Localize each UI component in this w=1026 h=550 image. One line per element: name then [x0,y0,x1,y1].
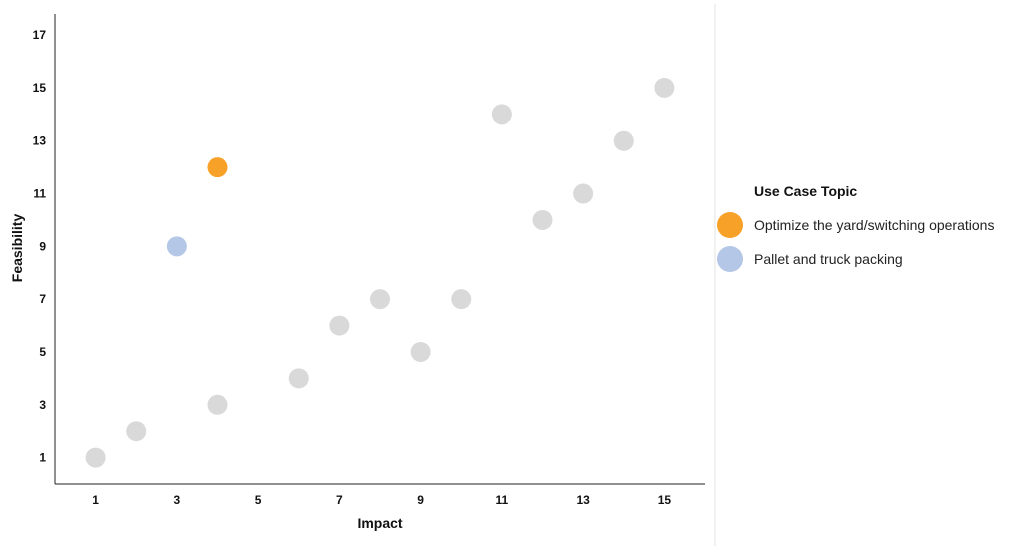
y-tick-label: 9 [39,239,46,253]
y-tick-label: 7 [39,292,46,306]
legend-item[interactable]: Optimize the yard/switching operations [717,212,994,238]
data-point[interactable] [126,421,147,442]
data-point[interactable] [288,368,309,389]
y-axis-title: Feasibility [9,214,25,283]
legend-label: Optimize the yard/switching operations [754,217,994,233]
y-tick-label: 11 [33,187,46,201]
legend-marker [717,212,743,238]
x-axis-title: Impact [357,515,402,531]
data-point[interactable] [370,289,390,310]
data-point[interactable] [613,130,634,151]
y-tick-label: 5 [39,345,46,359]
y-tick-label: 15 [33,81,47,95]
legend-title: Use Case Topic [754,183,857,199]
data-point[interactable] [451,289,472,310]
y-tick-label: 17 [33,28,47,42]
data-point[interactable] [410,341,431,362]
legend-marker [717,246,743,272]
legend-label: Pallet and truck packing [754,251,903,267]
data-point[interactable] [329,315,350,336]
legend: Use Case Topic Optimize the yard/switchi… [717,183,994,272]
x-tick-label: 9 [417,493,424,507]
x-tick-labels: 1 3 5 7 9 11 13 15 [92,493,671,507]
data-points [85,77,675,468]
data-point[interactable] [573,183,594,204]
x-tick-label: 5 [255,493,262,507]
data-point[interactable] [532,209,553,230]
x-tick-label: 13 [576,493,590,507]
x-tick-label: 3 [174,493,181,507]
x-tick-label: 1 [92,493,99,507]
data-point[interactable] [207,157,228,178]
x-tick-label: 15 [658,493,672,507]
data-point[interactable] [491,104,512,125]
data-point[interactable] [85,447,106,468]
data-point[interactable] [207,394,228,415]
data-point[interactable] [654,77,675,98]
x-tick-label: 11 [496,493,509,507]
y-tick-label: 13 [33,134,47,148]
data-point[interactable] [166,236,187,257]
y-tick-label: 1 [39,451,46,465]
legend-item[interactable]: Pallet and truck packing [717,246,903,272]
y-tick-label: 3 [39,398,46,412]
x-tick-label: 7 [336,493,343,507]
legend-items: Optimize the yard/switching operations Pa… [717,212,994,272]
